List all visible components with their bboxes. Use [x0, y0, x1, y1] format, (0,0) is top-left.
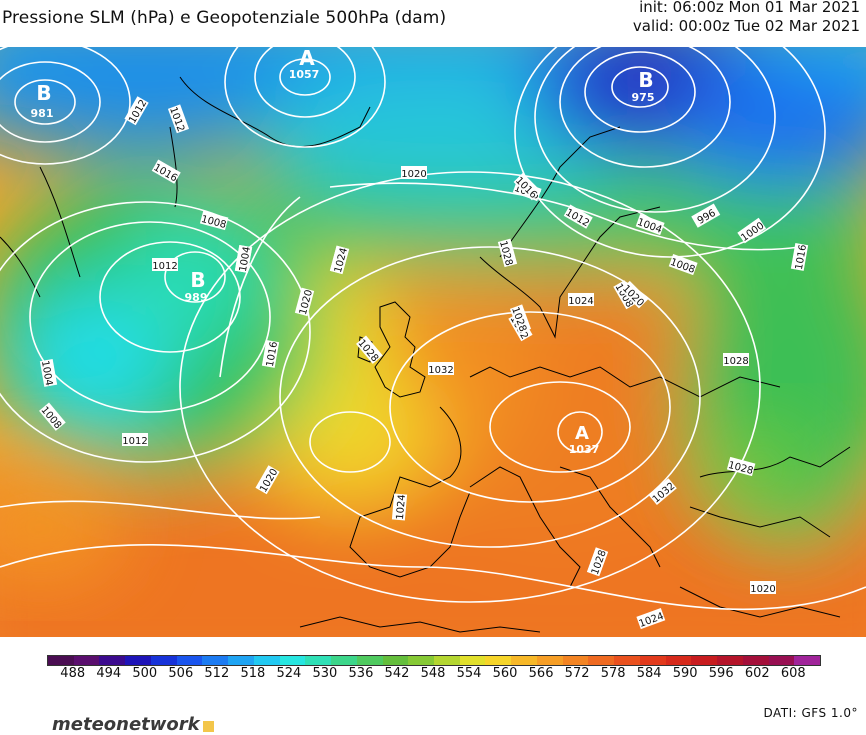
- colorbar: [47, 655, 821, 666]
- colorbar-swatch: [176, 656, 203, 665]
- colorbar-swatch: [485, 656, 512, 665]
- colorbar-tick-label: 596: [708, 666, 734, 681]
- svg-text:981: 981: [31, 107, 54, 120]
- pressure-center-low-989: B 989: [185, 268, 208, 304]
- isobar-label: 1032: [428, 365, 453, 376]
- isobar-label: 1004: [238, 246, 253, 273]
- map-title: Pressione SLM (hPa) e Geopotenziale 500h…: [2, 8, 447, 28]
- colorbar-swatch: [279, 656, 306, 665]
- colorbar-swatch: [125, 656, 151, 665]
- svg-text:B: B: [190, 268, 205, 292]
- brand-name: meteonetwork: [52, 714, 200, 735]
- colorbar-swatch: [99, 656, 126, 665]
- svg-text:A: A: [575, 423, 589, 444]
- isobar-label: 1024: [568, 296, 593, 307]
- svg-text:B: B: [638, 68, 653, 92]
- colorbar-ticks: 488 494 500 506 512 518 524 530 536 542 548 554 560 5…: [47, 666, 819, 684]
- colorbar-swatch: [742, 656, 769, 665]
- pressure-center-low-981: B 981: [31, 81, 54, 120]
- isobar-label: 1020: [750, 584, 775, 595]
- colorbar-swatch: [434, 656, 460, 665]
- colorbar-swatch: [511, 656, 537, 665]
- colorbar-swatch: [639, 656, 666, 665]
- colorbar-tick-label: 524: [276, 666, 302, 681]
- colorbar-tick-label: 590: [672, 666, 698, 681]
- colorbar-swatch: [459, 656, 486, 665]
- svg-text:1057: 1057: [289, 68, 320, 81]
- colorbar-swatch: [382, 656, 409, 665]
- colorbar-swatch: [305, 656, 332, 665]
- isobar-label: 1012: [122, 436, 147, 447]
- colorbar-swatch: [228, 656, 254, 665]
- isobar-label: 1016: [265, 341, 280, 368]
- colorbar-tick-label: 554: [456, 666, 482, 681]
- colorbar-swatch: [48, 656, 74, 665]
- pressure-center-high-1057: A 1057: [289, 47, 320, 81]
- colorbar-swatch: [588, 656, 615, 665]
- isobar-label: 1004: [39, 360, 54, 387]
- colorbar-swatch: [794, 656, 821, 665]
- colorbar-tick-label: 500: [132, 666, 158, 681]
- init-time: init: 06:00z Mon 01 Mar 2021: [639, 0, 860, 16]
- isobar-label: 1012: [152, 261, 177, 272]
- colorbar-swatch: [202, 656, 229, 665]
- colorbar-tick-label: 518: [240, 666, 266, 681]
- colorbar-swatch: [665, 656, 692, 665]
- isobar-label: 1020: [401, 169, 426, 180]
- colorbar-tick-label: 548: [420, 666, 446, 681]
- svg-text:975: 975: [632, 91, 655, 104]
- colorbar-swatch: [408, 656, 435, 665]
- colorbar-swatch: [331, 656, 357, 665]
- svg-text:B: B: [36, 81, 51, 105]
- colorbar-tick-label: 488: [60, 666, 86, 681]
- colorbar-tick-label: 566: [528, 666, 554, 681]
- pressure-center-high-1037: A 1037: [569, 423, 600, 456]
- colorbar-tick-label: 530: [312, 666, 338, 681]
- pressure-center-low-975: B 975: [632, 68, 655, 104]
- colorbar-swatch: [717, 656, 743, 665]
- brand-logo: meteonetwork: [52, 714, 214, 735]
- colorbar-swatch: [536, 656, 563, 665]
- colorbar-swatch: [253, 656, 280, 665]
- colorbar-swatch: [73, 656, 100, 665]
- isobar-label: 1016: [794, 244, 809, 271]
- svg-text:1037: 1037: [569, 443, 600, 456]
- colorbar-tick-label: 584: [636, 666, 662, 681]
- isobars: [0, 47, 866, 611]
- colorbar-swatch: [150, 656, 177, 665]
- colorbar-tick-label: 560: [492, 666, 518, 681]
- colorbar-swatch: [614, 656, 640, 665]
- colorbar-swatch: [356, 656, 383, 665]
- isobar-label: 1028: [723, 356, 748, 367]
- colorbar-swatch: [562, 656, 589, 665]
- brand-square-icon: [202, 721, 214, 732]
- colorbar-tick-label: 602: [744, 666, 770, 681]
- weather-map: 1012 1012 1016 1020 1020 1024 1024 1028 …: [0, 47, 866, 637]
- colorbar-swatch: [691, 656, 718, 665]
- geopotential-field: [0, 47, 866, 637]
- valid-time: valid: 00:00z Tue 02 Mar 2021: [632, 17, 860, 35]
- data-source: DATI: GFS 1.0°: [763, 706, 858, 720]
- colorbar-swatch: [768, 656, 795, 665]
- colorbar-tick-label: 506: [168, 666, 194, 681]
- colorbar-tick-label: 536: [348, 666, 374, 681]
- colorbar-tick-label: 608: [780, 666, 806, 681]
- colorbar-tick-label: 494: [96, 666, 122, 681]
- colorbar-tick-label: 512: [204, 666, 230, 681]
- isobar-label: 1024: [395, 494, 408, 520]
- colorbar-tick-label: 542: [384, 666, 410, 681]
- colorbar-tick-label: 572: [564, 666, 590, 681]
- colorbar-tick-label: 578: [600, 666, 626, 681]
- svg-text:989: 989: [185, 291, 208, 304]
- svg-text:A: A: [299, 47, 315, 70]
- run-info: init: 06:00z Mon 01 Mar 2021 valid: 00:0…: [633, 0, 860, 36]
